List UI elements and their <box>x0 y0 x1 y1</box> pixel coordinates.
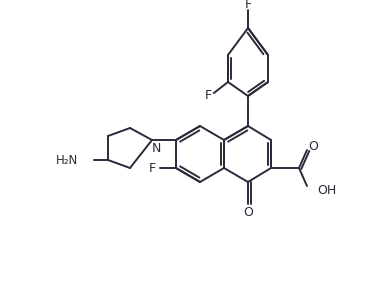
Text: O: O <box>308 139 318 152</box>
Text: OH: OH <box>317 184 336 197</box>
Text: F: F <box>149 162 156 175</box>
Text: N: N <box>151 141 161 155</box>
Text: F: F <box>244 0 252 10</box>
Text: O: O <box>243 205 253 218</box>
Text: H₂N: H₂N <box>56 154 78 166</box>
Text: F: F <box>204 89 212 102</box>
